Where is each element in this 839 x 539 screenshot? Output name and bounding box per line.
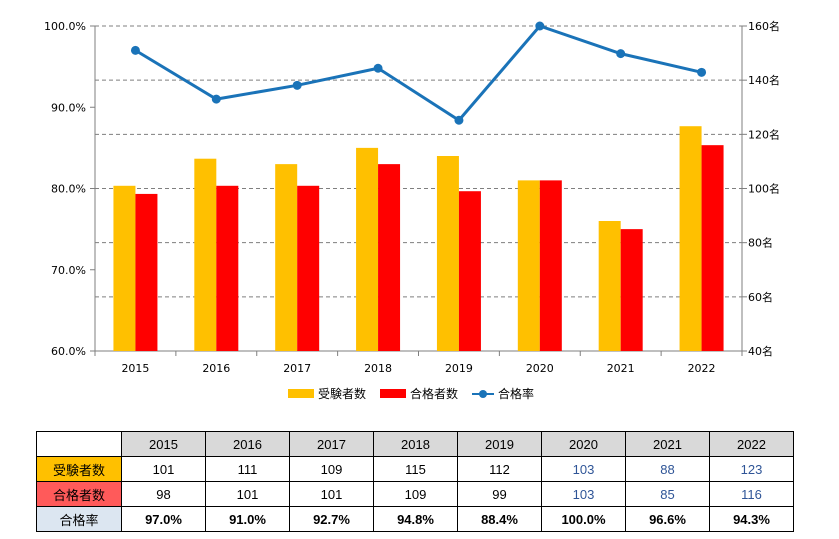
- right-axis-tick-label: 80名: [748, 236, 773, 250]
- legend-item-rate: 合格率: [472, 385, 534, 402]
- table-year-header: 2017: [289, 431, 374, 457]
- left-axis-tick-label: 70.0%: [51, 264, 86, 277]
- x-axis-tick-label: 2019: [445, 362, 473, 375]
- table-cell: 101: [121, 456, 206, 482]
- pass-rate-line: [134, 24, 702, 123]
- bar-passers: [458, 191, 481, 351]
- row-label-rate: 合格率: [36, 506, 122, 532]
- table-cell: 116: [709, 481, 794, 507]
- table-year-header: 2020: [541, 431, 626, 457]
- x-axis-tick-label: 2022: [688, 362, 716, 375]
- table-cell: 94.3%: [709, 506, 794, 532]
- table-year-header: 2016: [205, 431, 290, 457]
- x-axis-tick-label: 2021: [607, 362, 635, 375]
- right-axis-tick-label: 40名: [748, 344, 773, 358]
- legend-swatch-passers: [380, 389, 407, 398]
- bar-passers: [378, 164, 401, 351]
- table-cell: 91.0%: [205, 506, 290, 532]
- x-axis-tick-label: 2017: [283, 362, 311, 375]
- legend-item-passers: 合格者数: [380, 385, 458, 402]
- bar-applicants: [679, 126, 702, 351]
- pass-rate-point: [616, 49, 626, 59]
- legend-label-passers: 合格者数: [410, 387, 459, 401]
- pass-rate-point: [211, 94, 221, 104]
- table-cell: 123: [709, 456, 794, 482]
- table-row-rate: 合格率 97.0% 91.0% 92.7% 94.8% 88.4% 100.0%…: [36, 506, 794, 532]
- bar-passers: [216, 185, 239, 351]
- table-cell: 100.0%: [541, 506, 626, 532]
- left-axis-tick-label: 60.0%: [51, 345, 86, 358]
- table-row-applicants: 受験者数 101 111 109 115 112 103 88 123: [36, 456, 794, 482]
- pass-rate-point: [292, 80, 302, 90]
- right-axis-tick-label: 140名: [748, 73, 780, 87]
- pass-rate-point: [697, 67, 707, 77]
- table-cell: 109: [289, 456, 374, 482]
- pass-rate-point: [535, 21, 545, 31]
- table-header-row: 2015 2016 2017 2018 2019 2020 2021 2022: [36, 431, 794, 457]
- bar-passers: [539, 180, 562, 351]
- table-cell: 94.8%: [373, 506, 458, 532]
- row-label-applicants: 受験者数: [36, 456, 122, 482]
- table-cell: 97.0%: [121, 506, 206, 532]
- bar-applicants: [356, 147, 379, 351]
- bar-passers: [620, 229, 643, 351]
- legend-line-marker-icon: [472, 389, 495, 399]
- table-cell: 115: [373, 456, 458, 482]
- right-axis-tick-label: 100名: [748, 182, 780, 196]
- table-year-header: 2022: [709, 431, 794, 457]
- x-axis-tick-label: 2015: [121, 362, 149, 375]
- table-cell: 85: [625, 481, 710, 507]
- right-axis-tick-label: 160名: [748, 19, 780, 33]
- legend-swatch-applicants: [288, 389, 314, 398]
- bar-applicants: [113, 185, 136, 351]
- bar-applicants: [517, 180, 540, 351]
- x-axis-tick-label: 2016: [202, 362, 230, 375]
- left-axis-tick-label: 80.0%: [51, 183, 86, 196]
- pass-rate-point: [130, 45, 140, 55]
- table-cell: 99: [457, 481, 542, 507]
- bar-passers: [297, 185, 320, 351]
- legend-label-applicants: 受験者数: [318, 387, 367, 401]
- table-cell: 92.7%: [289, 506, 374, 532]
- table-cell: 88: [625, 456, 710, 482]
- table-cell: 103: [541, 456, 626, 482]
- left-axis-tick-label: 90.0%: [51, 101, 86, 114]
- table-cell: 111: [205, 456, 290, 482]
- table-cell: 98: [121, 481, 206, 507]
- data-table: 2015 2016 2017 2018 2019 2020 2021 2022 …: [36, 431, 794, 532]
- legend-label-rate: 合格率: [498, 387, 535, 401]
- table-cell: 101: [289, 481, 374, 507]
- table-year-header: 2021: [625, 431, 710, 457]
- table-cell: 109: [373, 481, 458, 507]
- table-cell: 103: [541, 481, 626, 507]
- right-axis-tick-label: 60名: [748, 290, 773, 304]
- pass-rate-point: [373, 63, 383, 73]
- left-axis-tick-label: 100.0%: [44, 20, 86, 33]
- table-year-header: 2018: [373, 431, 458, 457]
- table-cell: 88.4%: [457, 506, 542, 532]
- row-label-passers: 合格者数: [36, 481, 122, 507]
- x-axis-tick-label: 2020: [526, 362, 554, 375]
- table-year-header: 2019: [457, 431, 542, 457]
- chart-legend: 受験者数 合格者数 合格率: [288, 385, 534, 402]
- pass-rate-point: [454, 115, 464, 125]
- table-row-passers: 合格者数 98 101 101 109 99 103 85 116: [36, 481, 794, 507]
- table-corner-cell: [36, 431, 122, 457]
- bar-applicants: [275, 164, 298, 351]
- right-axis-tick-label: 120名: [748, 127, 780, 141]
- combo-chart: 40名 60名 80名 100名 120名 140名 160名 60.0% 70.0% 80.0%…: [44, 19, 780, 375]
- legend-item-applicants: 受験者数: [288, 385, 366, 402]
- table-year-header: 2015: [121, 431, 206, 457]
- bar-applicants: [598, 221, 621, 351]
- bar-passers: [135, 193, 158, 351]
- table-cell: 112: [457, 456, 542, 482]
- bar-passers: [701, 145, 724, 351]
- bar-applicants: [436, 156, 459, 351]
- table-cell: 101: [205, 481, 290, 507]
- x-axis-tick-label: 2018: [364, 362, 392, 375]
- bar-applicants: [194, 158, 217, 351]
- table-cell: 96.6%: [625, 506, 710, 532]
